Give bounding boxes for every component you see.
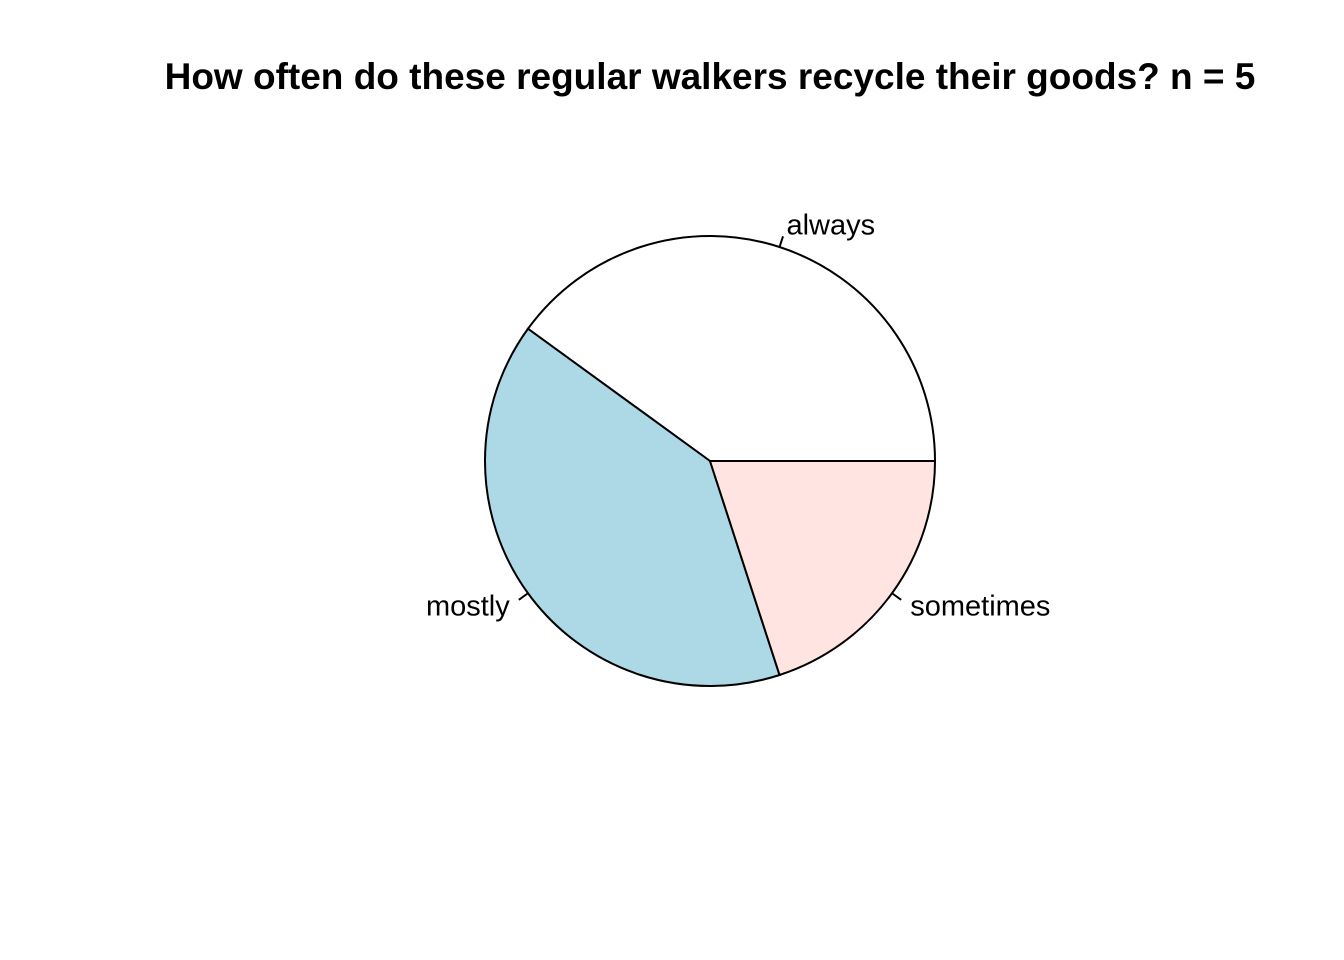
pie-slice-sometimes (708, 460, 937, 677)
pie-labels: always mostly sometimes (426, 210, 1050, 623)
pie-label-sometimes: sometimes (910, 590, 1050, 622)
chart-title: How often do these regular walkers recyc… (164, 56, 1256, 97)
pie-label-always: always (786, 210, 875, 242)
pie-tick-always (778, 236, 784, 248)
pie-slices (484, 235, 937, 687)
pie-tick-mostly (518, 592, 529, 601)
pie-label-mostly: mostly (426, 590, 510, 622)
pie-label-ticks (518, 236, 902, 601)
pie-tick-sometimes (891, 592, 902, 601)
